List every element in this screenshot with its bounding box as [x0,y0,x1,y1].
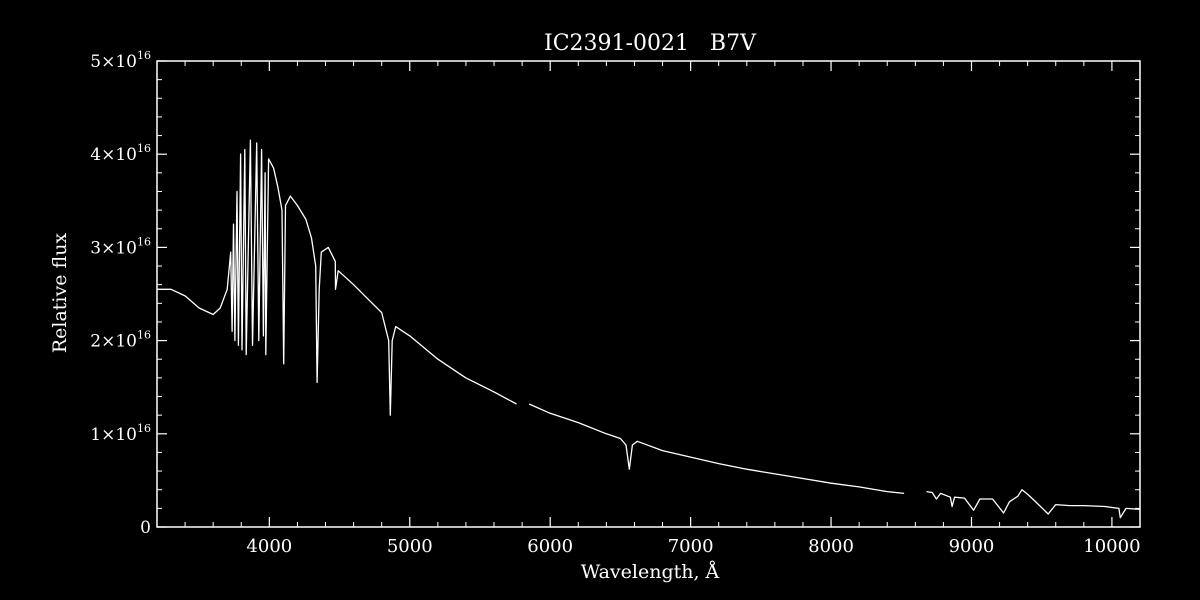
plot-axes: 4000 5000 6000 7000 8000 9000 10000 0 1×1016 2×10… [90,49,1141,557]
y-tick-label: 2×1016 [90,329,151,352]
x-tick-label: 5000 [387,536,433,557]
x-tick-label: 10000 [1083,536,1140,557]
spectrum-line-segment [926,489,1141,519]
spectrum-line-segment [157,139,517,416]
x-tick-label: 9000 [949,536,995,557]
y-axis-label: Relative flux [49,233,71,354]
y-tick-label: 3×1016 [90,235,151,258]
plot-frame [156,60,1141,528]
x-tick-label: 8000 [808,536,854,557]
x-tick-label: 4000 [246,536,292,557]
x-tick-label: 6000 [527,536,573,557]
x-tick-label: 7000 [668,536,714,557]
y-tick-label: 1×1016 [90,422,151,445]
y-tick-label: 5×1016 [90,49,151,72]
chart-title: IC2391-0021 B7V [544,31,757,56]
x-axis-label: Wavelength, Å [581,561,720,583]
spectrum-series [157,139,1141,519]
y-tick-label: 4×1016 [90,142,151,165]
spectrum-line-segment [528,403,905,495]
y-tick-label: 0 [140,518,151,538]
